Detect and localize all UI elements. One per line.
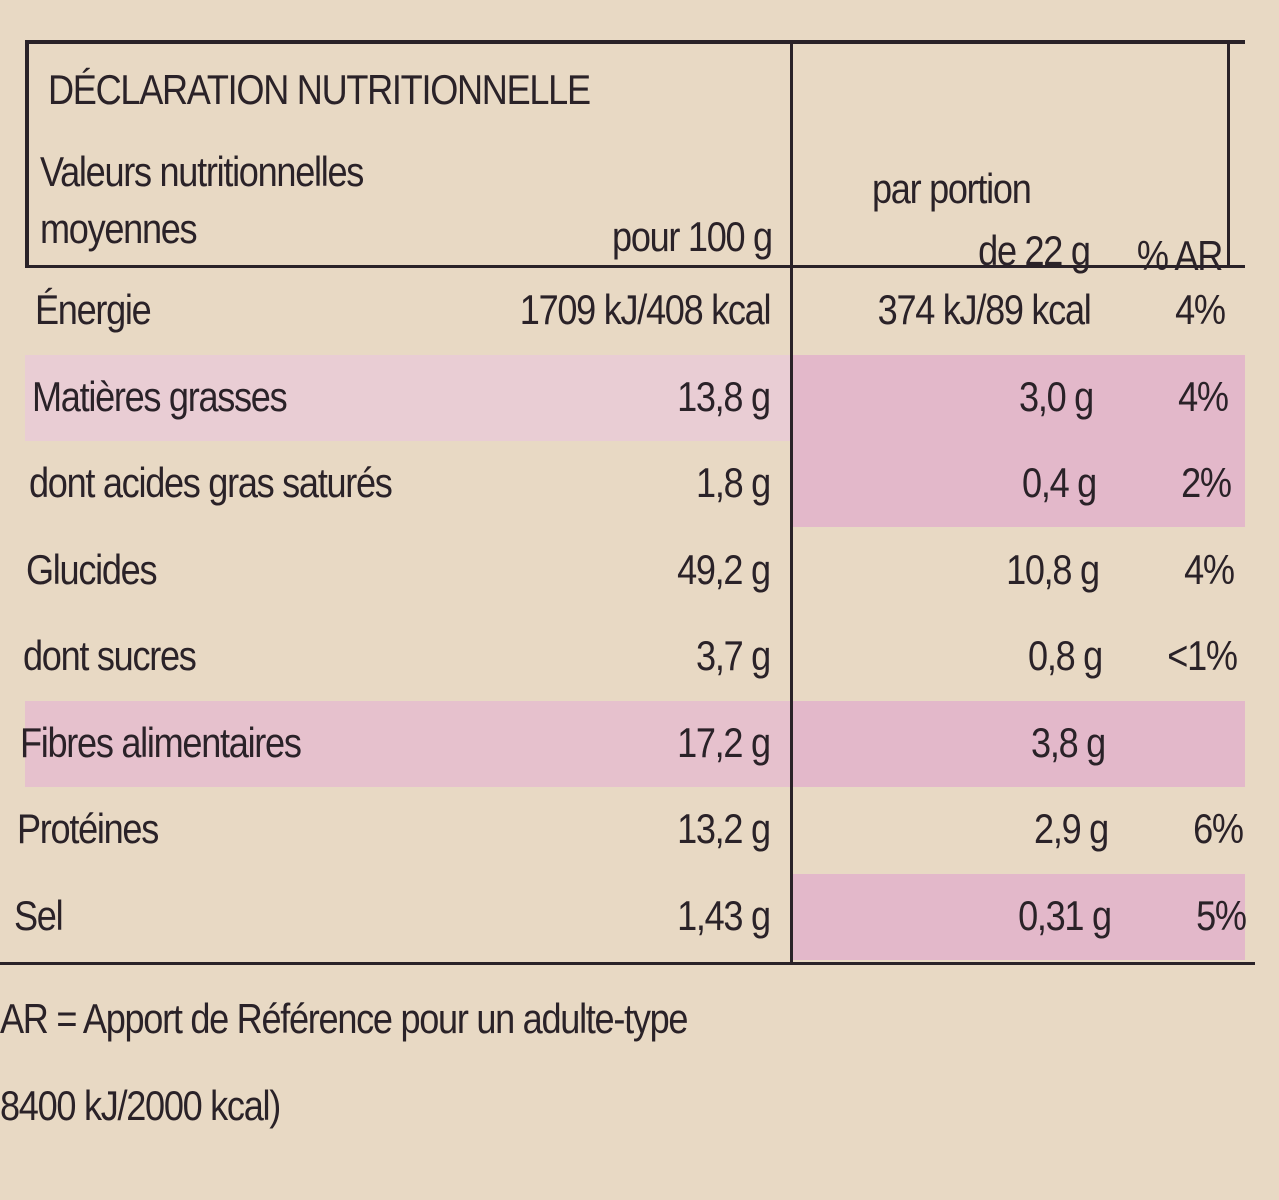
border (25, 40, 29, 265)
row-shade (25, 354, 790, 441)
column-header: par portion (872, 165, 1032, 212)
per-100g-value: 17,2 g (677, 718, 771, 766)
per-portion-value: 0,31 g (1018, 891, 1112, 939)
per-100g-value: 1,8 g (696, 459, 771, 506)
border (25, 265, 1245, 268)
footnote: AR = Apport de Référence pour un adulte-… (0, 995, 688, 1042)
per-portion-value: 374 kJ/89 kcal (877, 286, 1091, 333)
per-100g-value: 1709 kJ/408 kcal (519, 286, 772, 333)
row-shade (790, 354, 1245, 441)
nutrient-name: Sel (14, 891, 64, 939)
table-title: DÉCLARATION NUTRITIONNELLE (48, 66, 591, 113)
per-portion-value: 0,8 g (1028, 632, 1103, 679)
column-label: moyennes (40, 205, 198, 252)
ar-value: 4% (1178, 372, 1229, 420)
border (0, 962, 1255, 965)
ar-value: 6% (1193, 805, 1244, 852)
ar-value: 4% (1175, 286, 1226, 333)
nutrient-name: Protéines (17, 805, 159, 852)
per-portion-value: 3,8 g (1031, 718, 1106, 766)
border (1227, 40, 1230, 265)
ar-value: <1% (1167, 632, 1239, 679)
per-100g-value: 13,8 g (677, 372, 771, 420)
nutrient-name: dont acides gras saturés (29, 459, 393, 506)
row-shade (790, 441, 1245, 527)
row-shade (790, 700, 1245, 787)
per-portion-value: 0,4 g (1022, 459, 1097, 506)
nutrient-name: Glucides (26, 545, 158, 593)
per-portion-value: 10,8 g (1006, 545, 1100, 593)
border (25, 40, 1245, 44)
column-label: Valeurs nutritionnelles (40, 148, 364, 195)
per-100g-value: 13,2 g (677, 805, 771, 852)
per-100g-value: 49,2 g (677, 545, 771, 593)
border (790, 40, 793, 962)
per-100g-value: 1,43 g (677, 891, 771, 939)
nutrient-name: Fibres alimentaires (20, 718, 302, 766)
row-shade (790, 873, 1245, 960)
per-portion-value: 2,9 g (1034, 805, 1109, 852)
ar-value: 4% (1184, 545, 1235, 593)
nutrient-name: dont sucres (23, 632, 197, 679)
ar-value: 5% (1196, 891, 1247, 939)
nutrient-name: Énergie (35, 286, 152, 333)
row-shade (25, 700, 790, 787)
ar-value: 2% (1181, 459, 1232, 506)
per-portion-value: 3,0 g (1019, 372, 1094, 420)
per-100g-value: 3,7 g (696, 632, 771, 679)
footnote: 8400 kJ/2000 kcal) (0, 1082, 281, 1129)
nutrient-name: Matières grasses (32, 372, 288, 420)
column-header: pour 100 g (612, 213, 773, 260)
column-header: % AR (1136, 232, 1223, 279)
